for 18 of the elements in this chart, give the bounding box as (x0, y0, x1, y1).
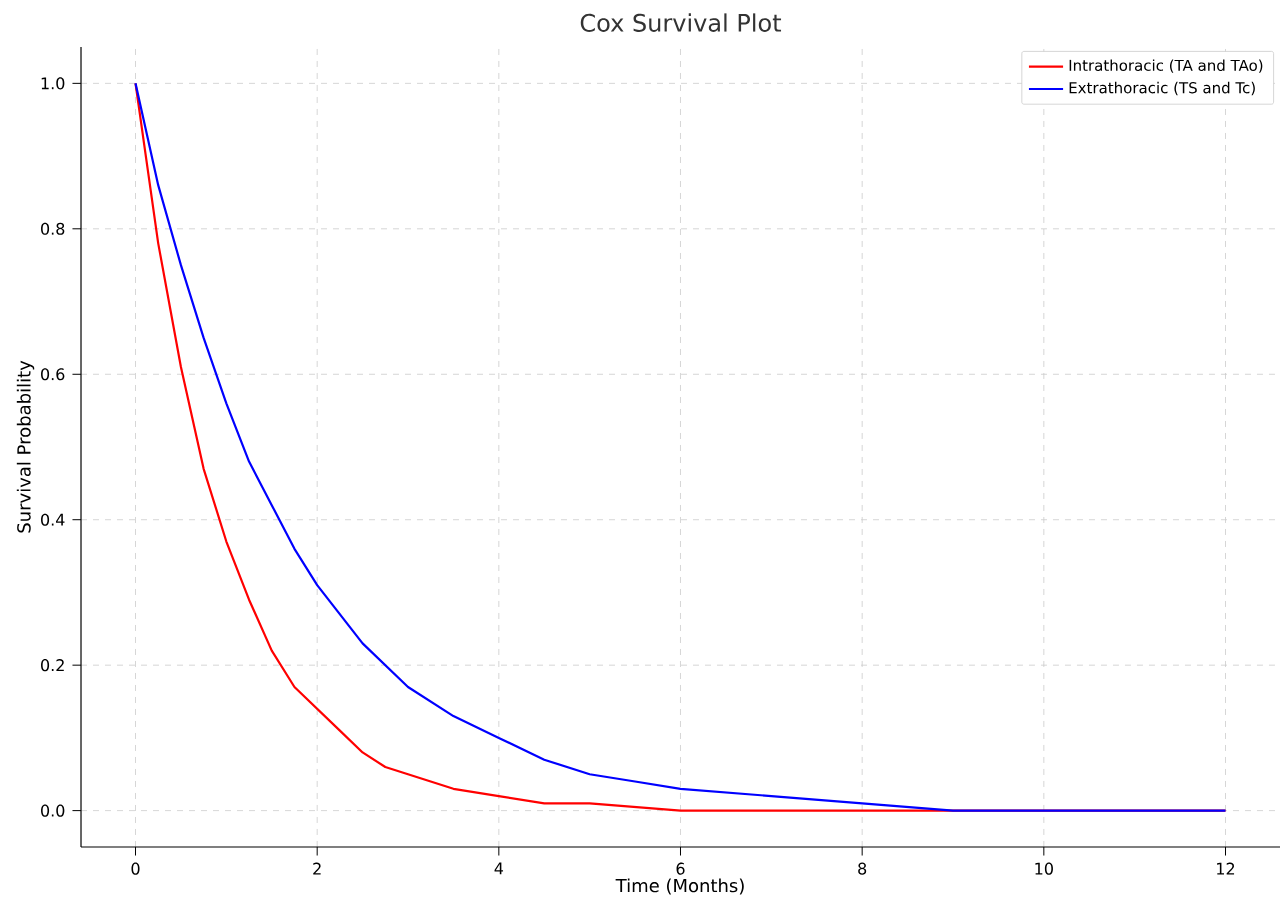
y-tick-label: 0.0 (41, 804, 65, 817)
legend-label: Extrathoracic (TS and Tc) (1069, 81, 1255, 96)
y-tick-label: 0.6 (41, 368, 65, 381)
x-tick-label: 6 (676, 862, 685, 875)
x-tick-label: 12 (1217, 862, 1235, 875)
legend-label: Intrathoracic (TA and TAo) (1069, 59, 1263, 73)
x-tick-label: 0 (131, 862, 140, 875)
x-tick-label: 8 (858, 862, 867, 875)
x-tick-label: 2 (313, 862, 321, 875)
x-tick-label: 10 (1035, 862, 1053, 875)
y-tick-label: 0.2 (41, 659, 64, 672)
x-tick-label: 4 (494, 862, 504, 875)
y-tick-label: 0.8 (41, 222, 65, 235)
y-tick-label: 1.0 (41, 77, 65, 90)
y-axis-title: Survival Probability (16, 360, 35, 533)
x-axis-title: Time (Months) (615, 878, 744, 895)
y-tick-label: 0.4 (41, 513, 65, 526)
chart-title: Cox Survival Plot (580, 13, 782, 32)
